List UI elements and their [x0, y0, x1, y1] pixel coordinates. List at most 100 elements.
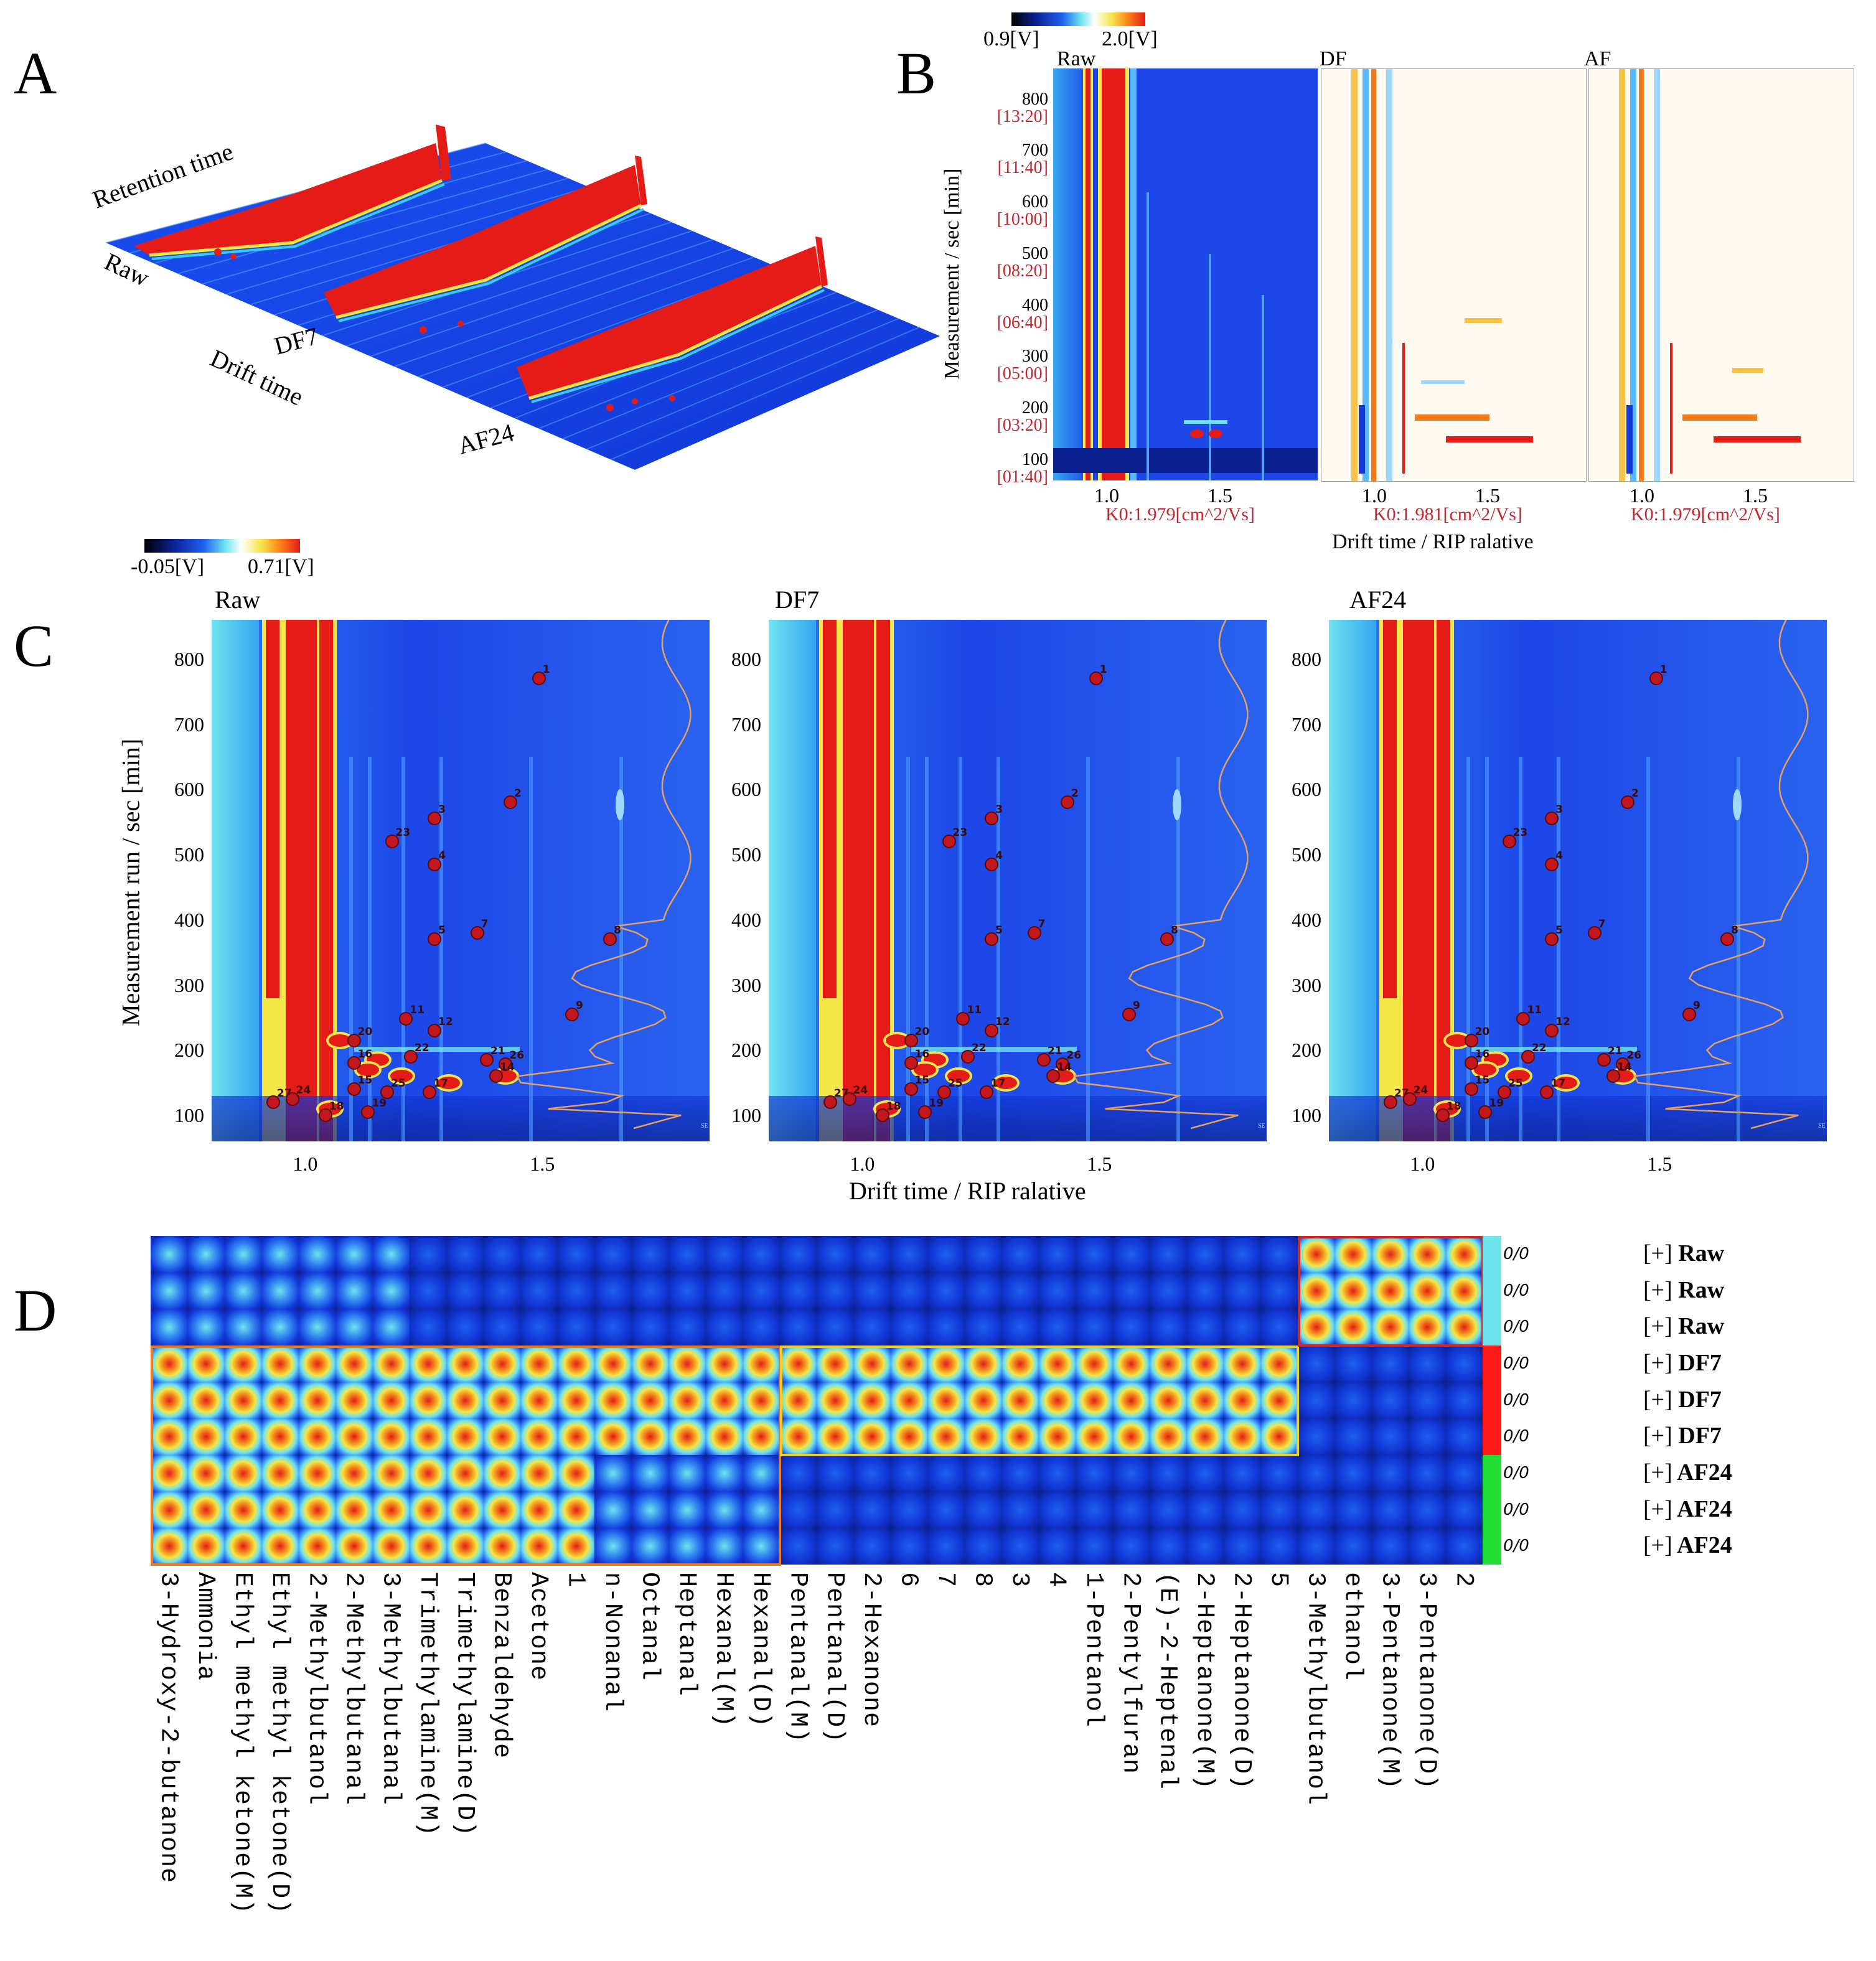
panel-a-df7-label: DF7 [271, 322, 321, 360]
panel-label-b: B [896, 40, 937, 106]
panel-c-marker-label: 26 [1626, 1049, 1642, 1062]
panel-c-marker-27 [1384, 1095, 1398, 1110]
panel-d-compound-label: Trimethylamine(D) [450, 1572, 479, 1837]
panel-d-compound-label: Ethyl methyl ketone(M) [228, 1572, 256, 1915]
panel-label-c: C [14, 612, 54, 679]
panel-c-marker-label: 22 [972, 1041, 987, 1054]
panel-d-strip-df7 [1483, 1346, 1501, 1455]
panel-d-row-name: DF7 [1678, 1423, 1722, 1449]
panel-c-marker-4 [985, 857, 999, 871]
panel-c-ytick: 300 [1292, 973, 1321, 996]
panel-c-marker-16 [904, 1056, 918, 1070]
panel-d-row-expand-icon[interactable]: [+] [1643, 1313, 1672, 1340]
panel-c-marker-label: 23 [395, 826, 411, 840]
panel-c-marker-label: 9 [1133, 999, 1140, 1012]
panel-c-marker-label: 11 [410, 1004, 425, 1017]
panel-c-ytick: 300 [731, 973, 761, 996]
panel-b-colorbar [1011, 12, 1145, 26]
panel-b-title-af: AF [1584, 47, 1611, 70]
panel-c-marker-label: 24 [1413, 1083, 1428, 1097]
panel-c-marker-9 [565, 1007, 579, 1021]
panel-c-marker-15 [1464, 1082, 1478, 1097]
panel-d-row-expand-icon[interactable]: [+] [1643, 1350, 1672, 1376]
panel-c-marker-label: 1 [1099, 663, 1107, 676]
panel-d-row-expand-icon[interactable]: [+] [1643, 1495, 1672, 1522]
panel-c-marker-label: 21 [1047, 1045, 1062, 1058]
panel-c-colorbar-min: -0.05[V] [131, 555, 205, 578]
panel-c-marker-3 [985, 812, 999, 826]
panel-c-marker-label: 25 [947, 1077, 963, 1090]
panel-c-marker-1 [532, 672, 546, 686]
panel-c-marker-17 [1540, 1085, 1554, 1100]
panel-d-row-label: [+] AF24 [1643, 1495, 1732, 1523]
panel-c-marker-label: 16 [357, 1048, 373, 1061]
panel-c-marker-24 [285, 1092, 299, 1106]
panel-b-raw-plot [1053, 68, 1318, 480]
panel-c-marker-label: 2 [1631, 787, 1639, 800]
panel-c-marker-21 [1597, 1053, 1611, 1067]
panel-c-marker-label: 17 [990, 1077, 1006, 1090]
panel-c-marker-label: 7 [1598, 917, 1606, 930]
panel-c-marker-label: 9 [576, 999, 583, 1012]
panel-d-row-expand-icon[interactable]: [+] [1643, 1532, 1672, 1559]
panel-c-xtick: 1.5 [1087, 1153, 1112, 1175]
panel-c-plot-raw: SE 1 2 3 4 5 7 8 9 11 23 12 20 22 21 26 16 14 15 25 17 27 24 18… [212, 620, 710, 1141]
panel-a-af24-label: AF24 [455, 418, 517, 460]
panel-c-ylabel: Measurement run / sec [min] [116, 738, 145, 1027]
panel-c-marker-label: 18 [886, 1100, 901, 1113]
panel-c-title-df7: DF7 [775, 586, 820, 614]
panel-c-marker-label: 15 [914, 1074, 930, 1087]
panel-d-compound-label: 2 [1449, 1572, 1478, 1588]
panel-d-compound-label: 3-Pentanone(D) [1412, 1572, 1440, 1790]
panel-c-marker-12 [428, 1023, 442, 1037]
panel-d-row-name: DF7 [1678, 1386, 1722, 1413]
panel-c-marker-15 [904, 1082, 918, 1097]
panel-c-marker-4 [428, 857, 442, 871]
panel-c-marker-label: 21 [1607, 1045, 1623, 1058]
panel-c-marker-label: 11 [1527, 1004, 1542, 1017]
panel-b-colorbar-min: 0.9[V] [983, 27, 1039, 50]
panel-c-xtick: 1.5 [530, 1153, 555, 1175]
panel-c-marker-label: 18 [1446, 1100, 1461, 1113]
panel-d-row-expand-icon[interactable]: [+] [1643, 1459, 1672, 1486]
panel-c-ytick: 700 [1292, 713, 1321, 736]
panel-c-marker-label: 15 [357, 1074, 373, 1087]
panel-d-row-value: 0/0 [1503, 1390, 1529, 1410]
panel-c-ytick: 500 [174, 843, 204, 866]
panel-d-compound-label: 2-Pentylfuran [1116, 1572, 1145, 1775]
panel-d-row-label: [+] AF24 [1643, 1459, 1732, 1486]
panel-a-retention-label: Retention time [89, 137, 237, 213]
panel-d-compound-label: 3-Hydroxy-2-butanone [154, 1572, 182, 1884]
panel-b-ytick-time: [08:20] [997, 261, 1048, 281]
panel-c-ric-trace [1633, 620, 1809, 1130]
panel-c-ytick: 600 [174, 778, 204, 801]
panel-c-marker-label: 20 [1475, 1025, 1490, 1038]
panel-d-row-expand-icon[interactable]: [+] [1643, 1386, 1672, 1413]
panel-d-compound-label: Benzaldehyde [487, 1572, 515, 1759]
panel-c-marker-label: 14 [500, 1061, 515, 1074]
panel-d-row-expand-icon[interactable]: [+] [1643, 1276, 1672, 1303]
panel-b-ylabel: Measurement / sec [min] [940, 168, 964, 380]
panel-d-row-name: DF7 [1678, 1350, 1722, 1376]
panel-c-marker-11 [1516, 1012, 1531, 1026]
panel-d-compound-label: 6 [894, 1572, 922, 1588]
panel-d-compound-label: Ammonia [191, 1572, 220, 1682]
panel-c-marker-label: 8 [1171, 924, 1178, 937]
panel-b-ytick-value: 800 [1022, 89, 1048, 109]
panel-d-compound-label: Heptanal [672, 1572, 700, 1697]
panel-c-colorbar-max: 0.71[V] [248, 555, 314, 578]
panel-c-ytick: 700 [731, 713, 761, 736]
panel-c-marker-label: 9 [1693, 999, 1700, 1012]
panel-c-marker-label: 8 [614, 924, 621, 937]
panel-c-marker-20 [347, 1033, 361, 1047]
panel-c-marker-label: 24 [853, 1083, 868, 1097]
panel-b-title-df: DF [1320, 47, 1347, 70]
panel-c-marker-label: 5 [438, 924, 446, 937]
panel-d-row-expand-icon[interactable]: [+] [1643, 1423, 1672, 1449]
panel-b-ytick-value: 500 [1022, 243, 1048, 263]
panel-c-marker-label: 3 [995, 803, 1003, 817]
panel-d-row-expand-icon[interactable]: [+] [1643, 1240, 1672, 1266]
panel-c-marker-12 [985, 1023, 999, 1037]
panel-c-marker-25 [380, 1085, 394, 1100]
panel-c-marker-15 [347, 1082, 361, 1097]
